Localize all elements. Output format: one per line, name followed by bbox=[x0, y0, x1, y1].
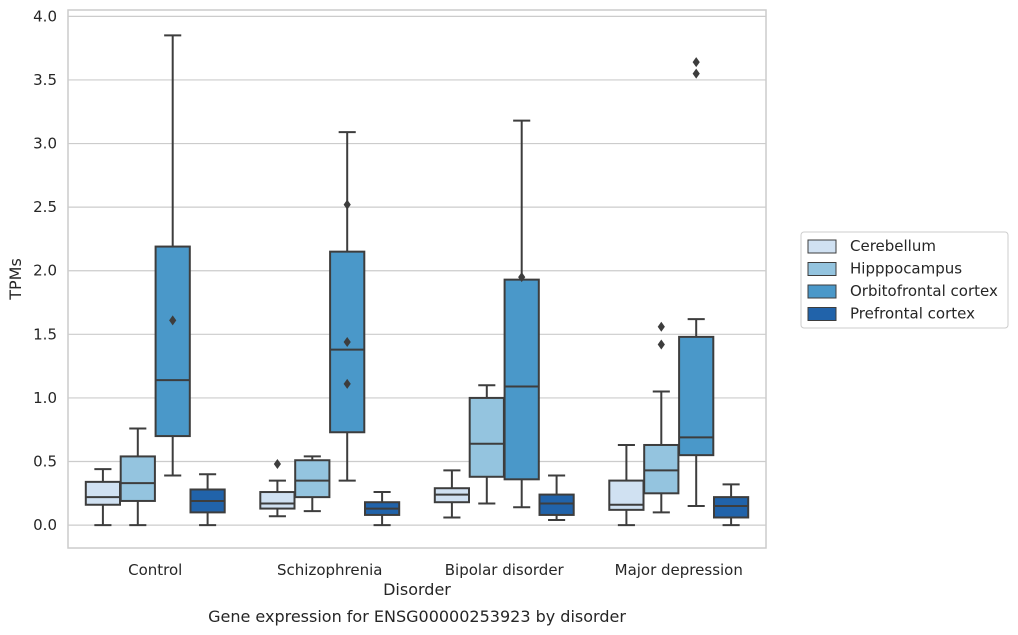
y-tick-label: 3.0 bbox=[33, 135, 57, 153]
legend-entry: Prefrontal cortex bbox=[850, 305, 975, 323]
y-tick-label: 2.5 bbox=[33, 198, 57, 216]
box-cerebellum-2 bbox=[433, 469, 471, 519]
box-orbitofrontal-cortex-3 bbox=[678, 57, 715, 508]
box-prefrontal-cortex-2 bbox=[538, 474, 575, 522]
outlier-point bbox=[692, 68, 700, 79]
y-axis-ticks: 0.0 0.5 1.0 1.5 2.0 2.5 3.0 3.5 4.0 bbox=[33, 7, 57, 534]
box-iqr bbox=[643, 443, 680, 495]
box-hipppocampus-3 bbox=[643, 321, 680, 514]
outlier-point bbox=[169, 315, 177, 326]
box-iqr bbox=[154, 245, 191, 438]
box-orbitofrontal-cortex-0 bbox=[154, 34, 191, 477]
box-prefrontal-cortex-1 bbox=[363, 491, 401, 527]
plot-area bbox=[84, 34, 750, 527]
plot-frame bbox=[67, 9, 767, 549]
outlier-point bbox=[343, 336, 351, 347]
y-tick-label: 1.5 bbox=[33, 325, 57, 343]
box-iqr bbox=[503, 278, 540, 481]
y-tick-label: 3.5 bbox=[33, 71, 57, 89]
y-tick-label: 1.0 bbox=[33, 389, 57, 407]
box-hipppocampus-1 bbox=[294, 455, 331, 513]
box-iqr bbox=[84, 480, 122, 506]
legend-entry: Cerebellum bbox=[850, 237, 936, 255]
legend-frame bbox=[800, 231, 1009, 329]
x-tick-label: Major depression bbox=[615, 561, 743, 579]
outlier-point bbox=[518, 272, 526, 283]
chart-caption: Gene expression for ENSG00000253923 by d… bbox=[208, 607, 626, 626]
box-hipppocampus-0 bbox=[119, 427, 156, 527]
x-axis-ticks: Control Schizophrenia Bipolar disorder Majo… bbox=[128, 561, 743, 579]
legend-swatch bbox=[807, 284, 837, 299]
outlier-point bbox=[692, 57, 700, 68]
outlier-point bbox=[343, 378, 351, 389]
y-axis-label: TPMs bbox=[6, 258, 25, 301]
legend-swatch bbox=[807, 262, 837, 276]
box-prefrontal-cortex-3 bbox=[712, 483, 750, 527]
legend-swatch bbox=[807, 239, 837, 254]
legend: Cerebellum Hipppocampus Orbitofrontal cort… bbox=[800, 231, 1009, 329]
outlier-point bbox=[343, 199, 351, 210]
box-iqr bbox=[119, 455, 156, 502]
y-tick-label: 0.0 bbox=[33, 516, 57, 534]
outlier-point bbox=[657, 321, 665, 332]
outlier-point bbox=[273, 459, 281, 470]
box-orbitofrontal-cortex-1 bbox=[329, 131, 366, 482]
box-iqr bbox=[294, 459, 331, 499]
box-iqr bbox=[538, 493, 575, 516]
x-tick-label: Control bbox=[128, 561, 182, 579]
box-iqr bbox=[678, 335, 715, 457]
box-cerebellum-3 bbox=[608, 443, 645, 527]
x-axis-label: Disorder bbox=[383, 580, 451, 599]
box-iqr bbox=[468, 396, 505, 478]
y-tick-label: 0.5 bbox=[33, 453, 57, 471]
x-tick-label: Bipolar disorder bbox=[445, 561, 565, 579]
box-hipppocampus-2 bbox=[468, 384, 505, 505]
legend-entry: Hipppocampus bbox=[850, 260, 962, 278]
box-iqr bbox=[259, 491, 296, 510]
box-cerebellum-0 bbox=[84, 468, 122, 527]
legend-entry: Orbitofrontal cortex bbox=[850, 282, 998, 300]
box-cerebellum-1 bbox=[259, 459, 296, 518]
box-prefrontal-cortex-0 bbox=[189, 473, 226, 527]
legend-swatch bbox=[807, 307, 837, 321]
outlier-point bbox=[657, 339, 665, 350]
y-tick-label: 2.0 bbox=[33, 262, 57, 280]
x-tick-label: Schizophrenia bbox=[277, 561, 382, 579]
box-orbitofrontal-cortex-2 bbox=[503, 119, 540, 509]
y-tick-label: 4.0 bbox=[33, 7, 57, 25]
box-iqr bbox=[712, 496, 750, 519]
